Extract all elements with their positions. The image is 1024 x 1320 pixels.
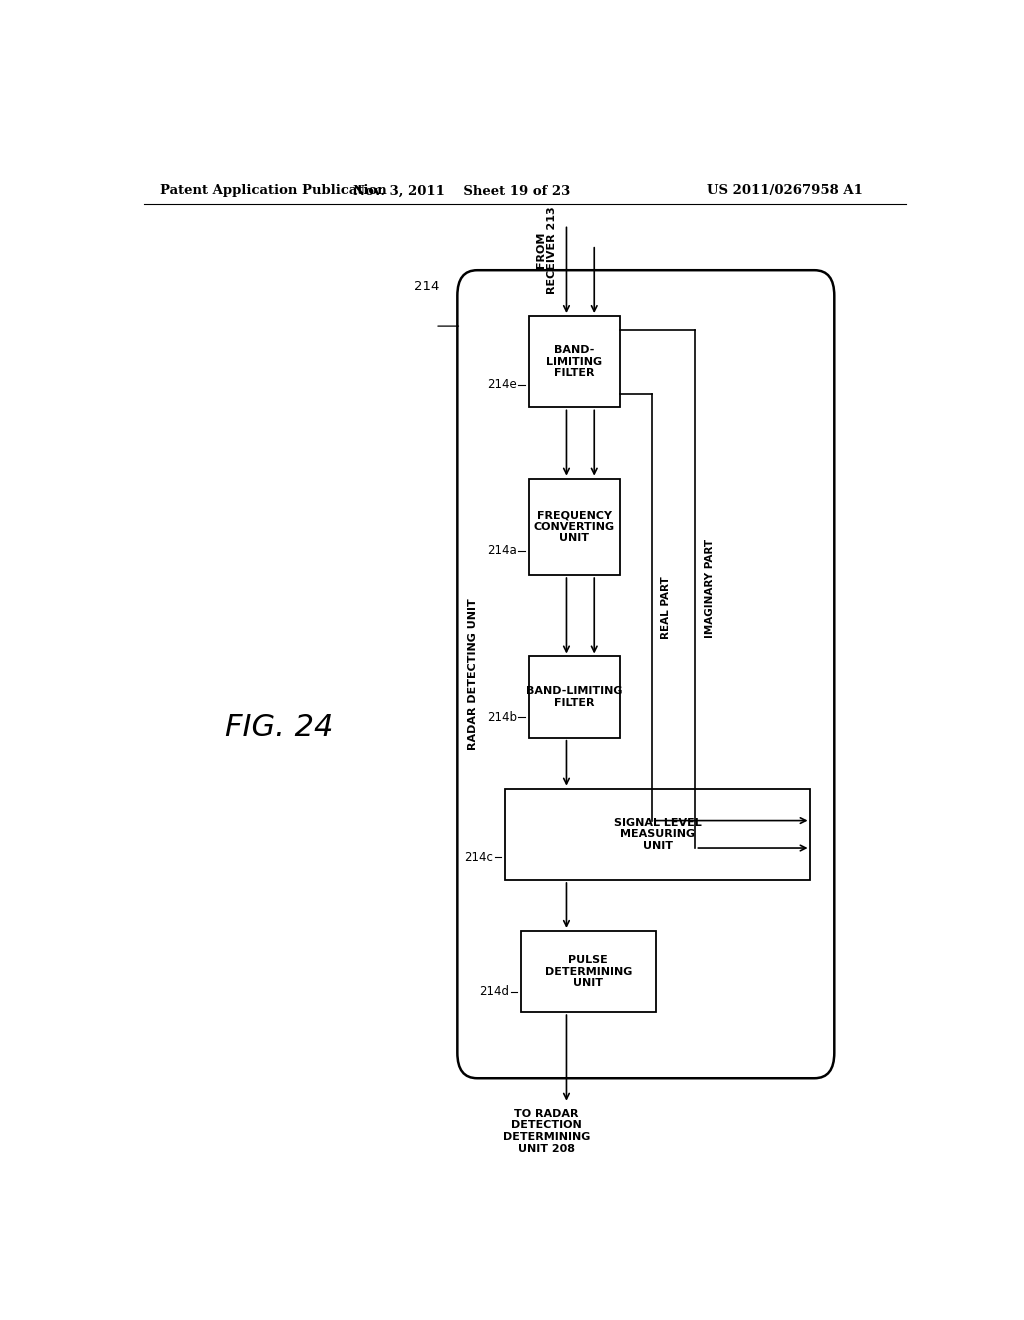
FancyBboxPatch shape — [528, 656, 620, 738]
Text: PULSE
DETERMINING
UNIT: PULSE DETERMINING UNIT — [545, 954, 632, 989]
Text: 214d: 214d — [479, 985, 509, 998]
Text: IMAGINARY PART: IMAGINARY PART — [705, 540, 715, 639]
Text: 214a: 214a — [487, 544, 517, 557]
Text: REAL PART: REAL PART — [662, 576, 672, 639]
Text: Nov. 3, 2011    Sheet 19 of 23: Nov. 3, 2011 Sheet 19 of 23 — [352, 185, 570, 198]
Text: FROM
RECEIVER 213: FROM RECEIVER 213 — [536, 206, 557, 293]
Text: SIGNAL LEVEL
MEASURING
UNIT: SIGNAL LEVEL MEASURING UNIT — [613, 817, 701, 851]
Text: Patent Application Publication: Patent Application Publication — [160, 185, 386, 198]
FancyBboxPatch shape — [521, 931, 655, 1012]
FancyBboxPatch shape — [458, 271, 835, 1078]
FancyBboxPatch shape — [528, 315, 620, 408]
Text: 214c: 214c — [464, 850, 494, 863]
Text: US 2011/0267958 A1: US 2011/0267958 A1 — [708, 185, 863, 198]
Text: TO RADAR
DETECTION
DETERMINING
UNIT 208: TO RADAR DETECTION DETERMINING UNIT 208 — [503, 1109, 590, 1154]
Text: BAND-
LIMITING
FILTER: BAND- LIMITING FILTER — [547, 345, 602, 379]
Text: FIG. 24: FIG. 24 — [224, 713, 333, 742]
Text: 214e: 214e — [487, 378, 517, 391]
Text: FREQUENCY
CONVERTING
UNIT: FREQUENCY CONVERTING UNIT — [534, 511, 615, 544]
Text: 214: 214 — [414, 280, 439, 293]
Text: RADAR DETECTING UNIT: RADAR DETECTING UNIT — [468, 598, 478, 750]
Text: 214b: 214b — [486, 711, 517, 723]
FancyBboxPatch shape — [528, 479, 620, 576]
Text: BAND-LIMITING
FILTER: BAND-LIMITING FILTER — [526, 686, 623, 708]
FancyBboxPatch shape — [505, 788, 811, 880]
